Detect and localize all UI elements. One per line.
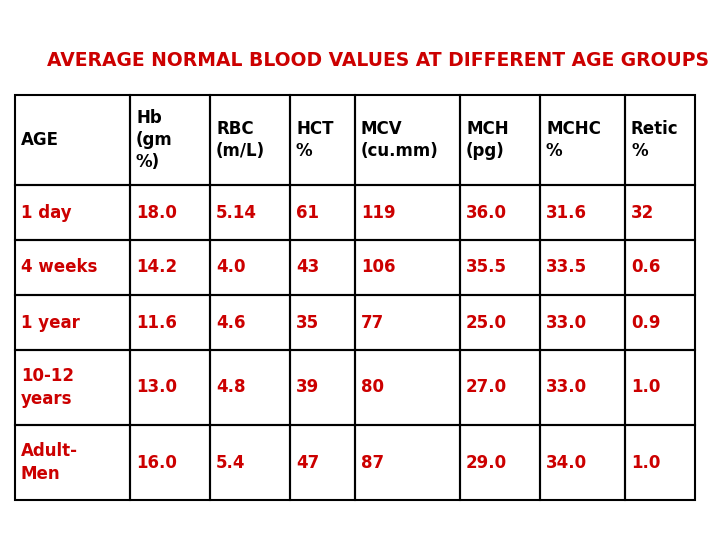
Text: 1.0: 1.0 (631, 379, 660, 396)
Text: 4.0: 4.0 (216, 259, 246, 276)
Text: 1 day: 1 day (21, 204, 71, 221)
Bar (460, 295, 540, 350)
Bar (290, 185, 355, 240)
Text: Hb
(gm
%): Hb (gm %) (136, 109, 173, 171)
Text: 11.6: 11.6 (136, 314, 177, 332)
Bar (625, 185, 695, 240)
Text: RBC
(m/L): RBC (m/L) (216, 120, 265, 160)
Text: Adult-
Men: Adult- Men (21, 442, 78, 483)
Bar (355, 350, 460, 425)
Bar (290, 295, 355, 350)
Bar (460, 240, 540, 295)
Bar (15, 425, 130, 500)
Bar (130, 425, 210, 500)
Text: 39: 39 (296, 379, 319, 396)
Bar (355, 185, 460, 240)
Text: 61: 61 (296, 204, 319, 221)
Text: 36.0: 36.0 (466, 204, 507, 221)
Bar (290, 240, 355, 295)
Text: AVERAGE NORMAL BLOOD VALUES AT DIFFERENT AGE GROUPS: AVERAGE NORMAL BLOOD VALUES AT DIFFERENT… (47, 51, 709, 70)
Bar (625, 295, 695, 350)
Text: 5.4: 5.4 (216, 454, 246, 471)
Text: MCV
(cu.mm): MCV (cu.mm) (361, 120, 438, 160)
Text: MCH
(pg): MCH (pg) (466, 120, 508, 160)
Text: 35: 35 (296, 314, 319, 332)
Text: 35.5: 35.5 (466, 259, 507, 276)
Bar (130, 185, 210, 240)
Text: 33.5: 33.5 (546, 259, 587, 276)
Text: HCT
%: HCT % (296, 120, 333, 160)
Text: 25.0: 25.0 (466, 314, 507, 332)
Bar (210, 295, 290, 350)
Text: 4 weeks: 4 weeks (21, 259, 97, 276)
Text: 18.0: 18.0 (136, 204, 177, 221)
Bar (540, 295, 625, 350)
Text: 33.0: 33.0 (546, 314, 587, 332)
Text: MCHC
%: MCHC % (546, 120, 601, 160)
Bar (625, 350, 695, 425)
Text: 14.2: 14.2 (136, 259, 177, 276)
Bar (15, 185, 130, 240)
Text: 32: 32 (631, 204, 654, 221)
Text: 87: 87 (361, 454, 384, 471)
Text: 43: 43 (296, 259, 319, 276)
Bar (290, 95, 355, 185)
Bar (355, 240, 460, 295)
Bar (625, 425, 695, 500)
Text: 0.9: 0.9 (631, 314, 660, 332)
Bar (625, 95, 695, 185)
Bar (290, 425, 355, 500)
Text: 34.0: 34.0 (546, 454, 587, 471)
Bar (460, 425, 540, 500)
Text: 0.6: 0.6 (631, 259, 660, 276)
Text: 13.0: 13.0 (136, 379, 177, 396)
Text: 16.0: 16.0 (136, 454, 177, 471)
Bar (355, 295, 460, 350)
Text: 119: 119 (361, 204, 395, 221)
Bar (625, 240, 695, 295)
Bar (460, 185, 540, 240)
Text: 47: 47 (296, 454, 319, 471)
Bar (355, 95, 460, 185)
Bar (460, 350, 540, 425)
Text: 4.8: 4.8 (216, 379, 246, 396)
Text: 80: 80 (361, 379, 384, 396)
Bar (15, 350, 130, 425)
Bar (15, 295, 130, 350)
Bar (130, 95, 210, 185)
Text: 10-12
years: 10-12 years (21, 367, 74, 408)
Bar (540, 240, 625, 295)
Text: 5.14: 5.14 (216, 204, 257, 221)
Bar (15, 240, 130, 295)
Bar (130, 295, 210, 350)
Bar (210, 350, 290, 425)
Bar (210, 240, 290, 295)
Bar (540, 95, 625, 185)
Text: 27.0: 27.0 (466, 379, 507, 396)
Bar (540, 350, 625, 425)
Bar (15, 95, 130, 185)
Bar (540, 425, 625, 500)
Bar (130, 240, 210, 295)
Bar (355, 425, 460, 500)
Text: 77: 77 (361, 314, 384, 332)
Text: Retic
%: Retic % (631, 120, 679, 160)
Bar (540, 185, 625, 240)
Bar (290, 350, 355, 425)
Text: 106: 106 (361, 259, 395, 276)
Text: 33.0: 33.0 (546, 379, 587, 396)
Bar (460, 95, 540, 185)
Bar (210, 95, 290, 185)
Text: 31.6: 31.6 (546, 204, 587, 221)
Text: 1 year: 1 year (21, 314, 80, 332)
Text: AGE: AGE (21, 131, 59, 149)
Text: 29.0: 29.0 (466, 454, 507, 471)
Bar (130, 350, 210, 425)
Bar (210, 185, 290, 240)
Text: 1.0: 1.0 (631, 454, 660, 471)
Bar (210, 425, 290, 500)
Text: 4.6: 4.6 (216, 314, 246, 332)
